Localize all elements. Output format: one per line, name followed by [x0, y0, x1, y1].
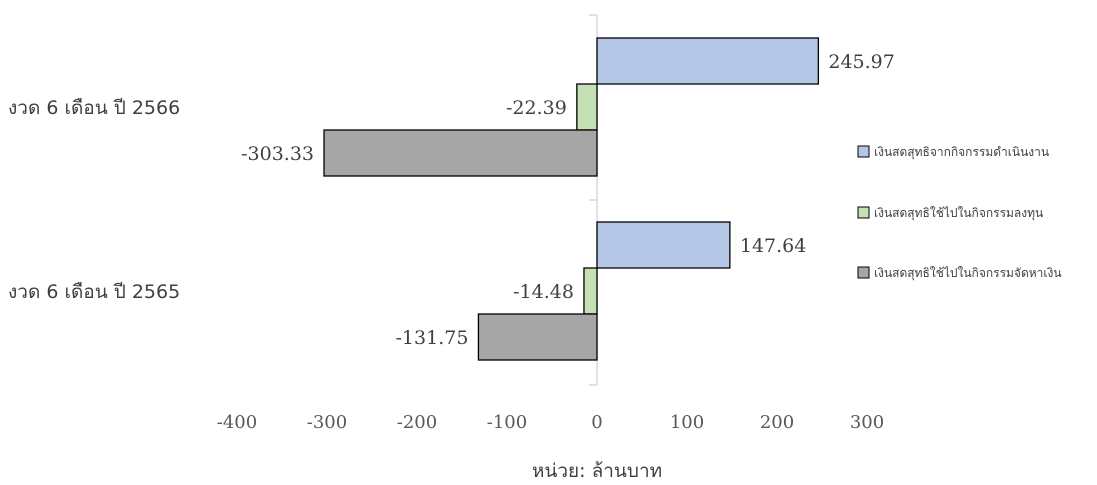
x-axis-unit-label: หน่วย: ล้านบาท	[532, 460, 662, 482]
x-tick-label: 200	[760, 412, 794, 433]
bar	[477, 313, 598, 361]
data-label: 245.97	[828, 51, 894, 73]
category-label: งวด 6 เดือน ปี 2565	[8, 281, 180, 303]
x-tick-label: -400	[217, 412, 257, 433]
x-tick-label: -200	[397, 412, 437, 433]
data-label: -303.33	[241, 143, 314, 165]
category-label: งวด 6 เดือน ปี 2566	[8, 97, 180, 119]
bar	[596, 221, 731, 269]
legend: เงินสดสุทธิจากกิจกรรมดำเนินงานเงินสดสุทธ…	[857, 145, 1062, 281]
legend-swatch	[857, 206, 870, 219]
legend-swatch	[857, 266, 870, 279]
data-label: -14.48	[513, 281, 574, 303]
data-label: -131.75	[396, 327, 469, 349]
x-tick-label: 300	[850, 412, 884, 433]
legend-entry-label: เงินสดสุทธิใช้ไปในกิจกรรมจัดหาเงิน	[874, 266, 1062, 281]
bar	[323, 129, 598, 177]
x-tick-label: 0	[591, 412, 602, 433]
labels-layer: งวด 6 เดือน ปี 2566 งวด 6 เดือน ปี 2565 24…	[8, 51, 895, 349]
bar	[596, 37, 820, 85]
legend-swatch	[857, 145, 870, 158]
legend-entry-label: เงินสดสุทธิใช้ไปในกิจกรรมลงทุน	[874, 206, 1043, 221]
x-tick-label: -100	[487, 412, 527, 433]
bar	[576, 83, 598, 131]
data-label: -22.39	[506, 97, 567, 119]
axis-layer: -400 -300 -200 -100 0 100 200 300	[217, 14, 884, 433]
x-tick-label: 100	[670, 412, 704, 433]
bar	[583, 267, 598, 315]
data-label: 147.64	[740, 235, 806, 257]
x-tick-label: -300	[307, 412, 347, 433]
bars-layer	[323, 37, 820, 361]
legend-entry-label: เงินสดสุทธิจากกิจกรรมดำเนินงาน	[874, 145, 1049, 160]
